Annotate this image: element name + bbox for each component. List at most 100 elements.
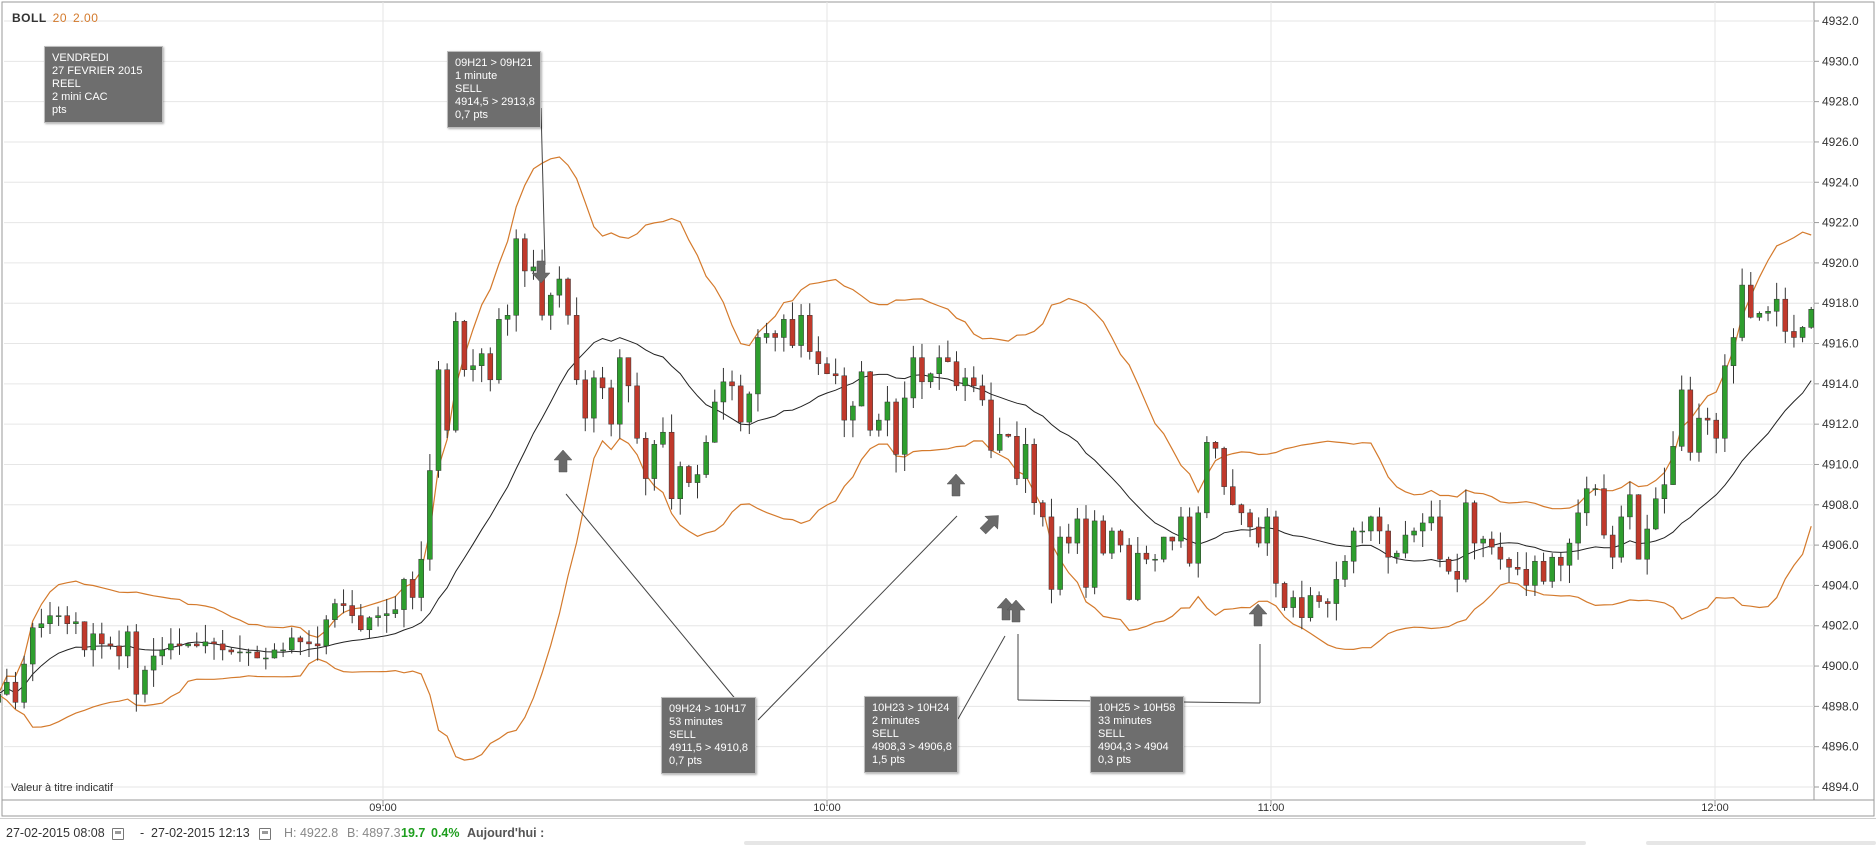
candle-down bbox=[1212, 442, 1219, 449]
candle-down bbox=[729, 381, 735, 387]
candle-up bbox=[366, 617, 373, 631]
change-value: 19.7 bbox=[401, 826, 426, 840]
candle-up bbox=[1661, 484, 1668, 499]
candle-down bbox=[1445, 558, 1452, 572]
candle-up bbox=[159, 649, 165, 657]
calendar-icon[interactable] bbox=[112, 828, 124, 840]
candle-up bbox=[1160, 536, 1167, 560]
candle-up bbox=[55, 615, 62, 617]
candle-up bbox=[280, 649, 286, 652]
candle-up bbox=[781, 319, 787, 338]
candle-down bbox=[1221, 448, 1227, 487]
candle-up bbox=[1350, 530, 1357, 562]
bollinger-middle-line bbox=[0, 337, 1812, 694]
candle-up bbox=[763, 333, 770, 338]
candle-up bbox=[850, 405, 856, 421]
end-date: 27-02-2015 12:13 bbox=[151, 826, 250, 840]
info-line: 2 mini CAC bbox=[52, 91, 108, 103]
candle-up bbox=[1368, 516, 1374, 532]
candle-up bbox=[1773, 298, 1780, 312]
candle-down bbox=[444, 369, 450, 431]
candle-down bbox=[1489, 538, 1495, 548]
candle-up bbox=[910, 357, 917, 399]
candle-up bbox=[746, 393, 753, 423]
candle-up bbox=[1739, 284, 1745, 338]
candle-down bbox=[1514, 567, 1521, 570]
candle-up bbox=[1756, 313, 1763, 318]
trade-arrow-icon bbox=[1248, 603, 1268, 627]
candle-up bbox=[1057, 536, 1063, 590]
candle-down bbox=[1186, 516, 1193, 564]
calendar-icon[interactable] bbox=[259, 828, 271, 840]
candle-down bbox=[306, 641, 312, 645]
candle-up bbox=[150, 655, 157, 671]
candle-up bbox=[703, 442, 709, 475]
candle-up bbox=[288, 637, 295, 651]
candle-up bbox=[271, 649, 278, 659]
candle-down bbox=[686, 466, 692, 483]
trade-pts: 0,7 pts bbox=[669, 755, 703, 767]
trade-prices: 4904,3 > 4904 bbox=[1098, 741, 1169, 753]
y-tick-label: 4914.0 bbox=[1822, 377, 1859, 391]
candle-up bbox=[375, 615, 381, 618]
y-tick-label: 4906.0 bbox=[1822, 538, 1859, 552]
candle-down bbox=[1255, 526, 1262, 544]
candle-down bbox=[254, 651, 260, 659]
candle-up bbox=[927, 373, 934, 383]
trade-prices: 4914,5 > 2913,8 bbox=[455, 96, 535, 108]
candle-up bbox=[677, 466, 683, 499]
candle-up bbox=[453, 321, 459, 431]
candle-up bbox=[1419, 522, 1426, 532]
trade-time: 10H23 > 10H24 bbox=[872, 702, 950, 714]
candle-up bbox=[1109, 530, 1115, 554]
trade-pts: 1,5 pts bbox=[872, 754, 906, 766]
candle-down bbox=[358, 615, 364, 631]
candle-up bbox=[245, 651, 252, 654]
trade-pts: 0,7 pts bbox=[455, 109, 489, 121]
trade-time: 09H21 > 09H21 bbox=[455, 57, 533, 69]
candle-up bbox=[1730, 337, 1737, 366]
candle-down bbox=[1687, 389, 1694, 453]
candle-down bbox=[1316, 595, 1322, 602]
candle-up bbox=[478, 353, 485, 366]
y-tick-label: 4932.0 bbox=[1822, 14, 1859, 28]
candle-down bbox=[1471, 502, 1478, 544]
annotation-leader-line bbox=[957, 635, 1006, 720]
candle-down bbox=[1169, 536, 1176, 542]
indicator-period: 20 bbox=[52, 11, 68, 25]
candle-up bbox=[1799, 327, 1806, 338]
x-tick-label: 12:00 bbox=[1701, 802, 1729, 814]
trade-prices: 4911,5 > 4910,8 bbox=[669, 742, 749, 754]
candle-down bbox=[1273, 516, 1279, 584]
candle-up bbox=[418, 558, 424, 598]
annotation-leader-line bbox=[757, 515, 958, 721]
candle-up bbox=[755, 337, 761, 395]
scrollbar-track[interactable] bbox=[1646, 841, 1876, 845]
candle-down bbox=[1065, 536, 1072, 544]
candle-down bbox=[1437, 516, 1443, 560]
candle-down bbox=[625, 357, 632, 387]
candle-up bbox=[435, 369, 442, 471]
candle-down bbox=[1601, 488, 1607, 536]
candle-up bbox=[694, 474, 701, 483]
candle-up bbox=[1135, 552, 1141, 600]
candle-up bbox=[1074, 518, 1081, 544]
candle-down bbox=[211, 641, 217, 645]
candle-down bbox=[1523, 569, 1530, 586]
annotation-leader-line bbox=[565, 493, 753, 720]
candle-up bbox=[962, 377, 968, 387]
candle-up bbox=[29, 627, 36, 665]
trade-arrow-icon bbox=[531, 260, 551, 284]
trade-side: SELL bbox=[1098, 728, 1125, 740]
scrollbar-track[interactable] bbox=[744, 841, 1586, 845]
candle-down bbox=[1005, 433, 1012, 437]
candle-down bbox=[979, 385, 986, 401]
candle-up bbox=[21, 663, 27, 703]
candle-up bbox=[591, 377, 597, 419]
candle-up bbox=[401, 579, 407, 610]
candle-down bbox=[1782, 298, 1789, 332]
candle-down bbox=[1506, 558, 1512, 568]
candle-up bbox=[470, 365, 476, 370]
x-tick-label: 09:00 bbox=[369, 802, 397, 814]
